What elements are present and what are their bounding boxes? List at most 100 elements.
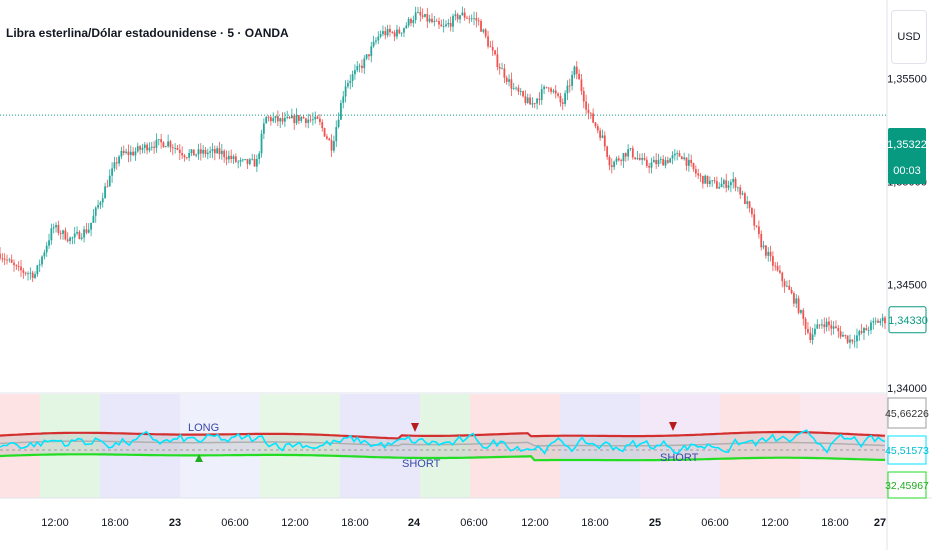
candle xyxy=(178,143,181,161)
candle xyxy=(690,154,693,168)
candle xyxy=(279,117,282,128)
candle xyxy=(865,324,868,331)
osc-bg-stripe xyxy=(720,394,800,498)
candle xyxy=(727,180,730,191)
candle xyxy=(508,74,510,87)
candle xyxy=(779,265,781,275)
candle xyxy=(302,115,305,119)
candle xyxy=(456,12,459,23)
time-axis: 12:00 18:00 23 06:00 12:00 18:00 24 06:00 12:00 1… xyxy=(41,517,886,529)
candle xyxy=(297,114,300,125)
candle xyxy=(295,108,298,126)
candle xyxy=(237,160,240,169)
candle xyxy=(379,30,382,39)
candle xyxy=(842,331,844,337)
candle xyxy=(701,175,704,189)
candle xyxy=(781,271,784,288)
candle xyxy=(141,143,144,154)
candle xyxy=(835,320,837,329)
candle xyxy=(496,47,499,71)
candle xyxy=(438,17,440,29)
candle xyxy=(143,142,146,154)
candle xyxy=(603,131,606,152)
candle xyxy=(69,236,71,245)
candle xyxy=(578,69,581,80)
candle xyxy=(185,156,188,160)
candle xyxy=(365,54,368,61)
oscillator-upper-band xyxy=(0,430,886,440)
candle xyxy=(244,159,247,161)
candle xyxy=(405,22,408,29)
candle xyxy=(176,144,179,151)
candle xyxy=(281,112,284,125)
candle xyxy=(232,154,235,164)
candle xyxy=(680,155,683,160)
candle xyxy=(800,309,802,315)
oscillator-lower-band xyxy=(0,453,885,462)
candle xyxy=(480,18,482,32)
candle xyxy=(148,142,151,153)
candle xyxy=(358,63,361,73)
time-tick-label: 23 xyxy=(169,517,181,529)
last-price-badge xyxy=(888,128,926,184)
candle xyxy=(704,174,707,184)
candle xyxy=(631,145,634,160)
candle xyxy=(330,134,333,157)
candle xyxy=(190,148,193,156)
osc-label-3-bg xyxy=(887,471,927,499)
candle xyxy=(718,182,721,189)
price-tick-label: 1,34000 xyxy=(887,383,927,395)
candle xyxy=(622,152,625,168)
candle xyxy=(734,176,737,192)
candle xyxy=(157,139,160,146)
candle xyxy=(802,308,805,326)
candle xyxy=(807,321,809,335)
candle xyxy=(645,156,648,168)
candle xyxy=(711,180,714,187)
candle xyxy=(188,148,191,162)
candle xyxy=(561,98,564,111)
candle xyxy=(529,93,531,105)
candle xyxy=(363,55,366,74)
candle xyxy=(396,24,398,40)
candle xyxy=(608,154,611,171)
candle xyxy=(692,162,695,172)
candle xyxy=(505,75,508,85)
candle xyxy=(62,229,64,240)
currency-button[interactable]: USD xyxy=(891,10,927,64)
candle xyxy=(736,186,739,192)
candle xyxy=(136,142,139,153)
candle xyxy=(568,78,571,93)
candle xyxy=(258,150,261,165)
candle xyxy=(524,90,527,106)
candle xyxy=(762,240,765,250)
candle xyxy=(169,139,172,153)
candle xyxy=(620,158,623,166)
candle xyxy=(50,223,53,245)
candle xyxy=(629,147,632,151)
short-signal-label-2: SHORT xyxy=(660,452,699,464)
candle xyxy=(211,143,214,159)
candle xyxy=(638,153,641,161)
candle xyxy=(10,254,13,264)
candle xyxy=(615,156,618,165)
time-tick-label: 27 xyxy=(874,517,886,529)
candle xyxy=(610,158,613,174)
candle xyxy=(652,156,655,163)
candle xyxy=(85,222,88,235)
candle xyxy=(223,149,226,163)
candle xyxy=(601,129,604,139)
candle xyxy=(104,182,106,199)
candle xyxy=(531,97,534,108)
last-price-label: 1,35322 xyxy=(887,139,927,151)
candle xyxy=(676,150,679,161)
candle xyxy=(433,15,436,27)
candle xyxy=(45,241,48,257)
candle xyxy=(606,145,609,160)
candle xyxy=(641,153,644,166)
candle xyxy=(125,148,127,155)
candle xyxy=(449,16,452,32)
time-tick-label: 18:00 xyxy=(101,517,129,529)
candle xyxy=(846,335,849,344)
